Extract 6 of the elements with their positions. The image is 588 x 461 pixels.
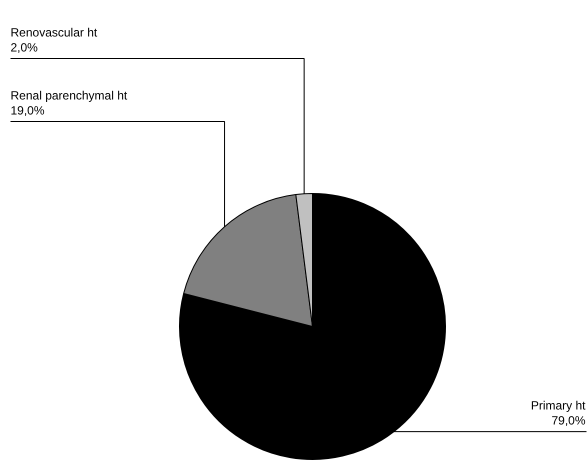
slice-label: Primary ht: [530, 398, 586, 413]
data-label: 79,0%: [551, 414, 586, 428]
slice-label: Renal parenchymal ht: [10, 88, 128, 102]
slice-label: Renovascular ht: [10, 26, 98, 40]
data-label: 2,0%: [10, 40, 38, 54]
data-label: 19,0%: [10, 104, 45, 118]
